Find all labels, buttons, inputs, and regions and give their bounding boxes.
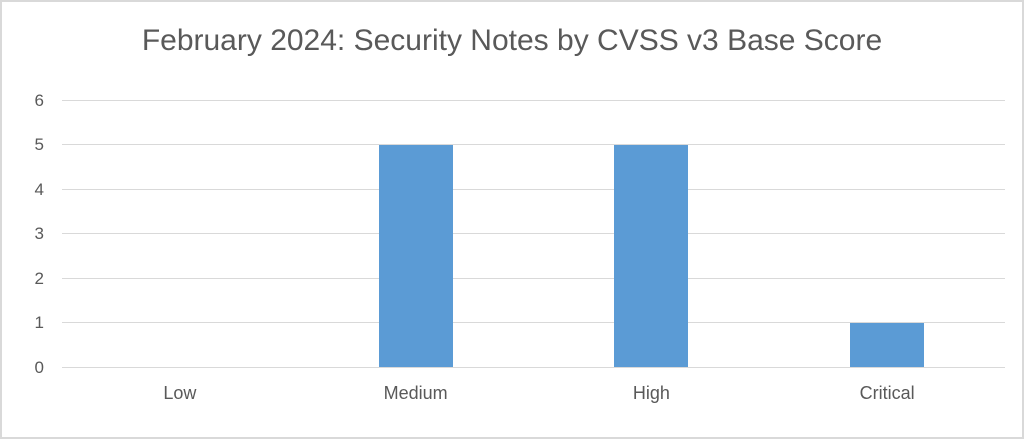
chart-title: February 2024: Security Notes by CVSS v3… <box>141 24 883 57</box>
x-tick-label-low: Low <box>163 383 197 403</box>
y-tick-label-4: 4 <box>34 179 44 199</box>
gridline-y-4 <box>62 188 1005 190</box>
bar-high <box>614 144 689 367</box>
gridline-y-3 <box>62 233 1005 234</box>
gridline-y-1 <box>62 322 1005 324</box>
y-tick-label-1: 1 <box>34 313 44 333</box>
x-tick-label-high: High <box>632 383 670 403</box>
y-tick-label-6: 6 <box>34 90 44 110</box>
x-axis: Low Medium High Critical <box>62 382 1005 404</box>
y-tick-label-5: 5 <box>34 135 44 154</box>
y-tick-label-0: 0 <box>34 357 44 377</box>
gridline-y-2 <box>62 277 1005 279</box>
gridline-y-0 <box>62 366 1005 368</box>
bar-medium <box>378 144 453 367</box>
x-tick-label-medium: Medium <box>383 383 448 403</box>
gridline-y-5 <box>62 144 1005 145</box>
bar-critical <box>850 322 925 367</box>
gridline-y-6 <box>62 99 1005 101</box>
y-tick-label-3: 3 <box>34 224 44 243</box>
x-tick-label-critical: Critical <box>859 383 915 403</box>
plot-area <box>62 99 1005 368</box>
y-tick-label-2: 2 <box>34 268 44 288</box>
y-axis: 0 1 2 3 4 5 6 <box>0 92 48 376</box>
